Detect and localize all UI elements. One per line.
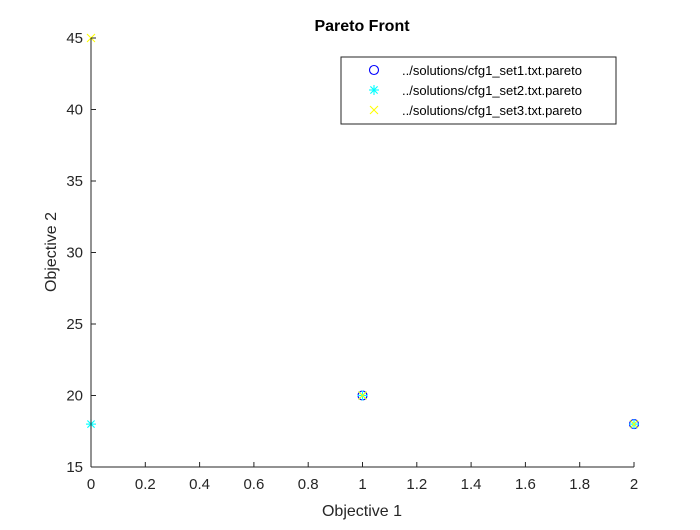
legend-marker-3 [369, 105, 379, 115]
legend-label-3: ../solutions/cfg1_set3.txt.pareto [402, 103, 582, 118]
series-3-point-3 [629, 419, 639, 429]
y-tick-label-0: 15 [66, 459, 83, 476]
legend-marker-1-shape [368, 64, 380, 76]
y-tick-label-6: 45 [66, 30, 83, 47]
y-axis-label: Objective 2 [43, 212, 60, 292]
legend-label-1: ../solutions/cfg1_set1.txt.pareto [402, 63, 582, 78]
y-tick-label-1: 20 [66, 388, 83, 405]
x-tick-label-4: 0.8 [298, 476, 319, 493]
legend-box [340, 56, 617, 125]
x-tick-label-9: 1.8 [569, 476, 590, 493]
y-tick-label-5: 40 [66, 102, 83, 119]
legend-label-2: ../solutions/cfg1_set2.txt.pareto [402, 83, 582, 98]
x-axis-label: Objective 1 [322, 503, 402, 520]
series-layer [86, 33, 640, 430]
y-tick-label-4: 35 [66, 173, 83, 190]
series-3-point-2-stroke-1 [358, 391, 367, 400]
legend-marker-3-stroke-1 [369, 105, 379, 115]
axes-layer: 0 0.2 0.4 0.6 0.8 1 1.2 1.4 1.6 1.8 2 15 20 25 30 35 40 4… [66, 30, 638, 493]
legend-marker-2-stroke-3 [370, 86, 378, 94]
y-tick-label-2: 25 [66, 316, 83, 333]
legend: ../solutions/cfg1_set1.txt.pareto ../solu… [340, 56, 617, 125]
y-tick-label-3: 30 [66, 245, 83, 262]
x-tick-label-1: 0.2 [135, 476, 156, 493]
x-tick-label-2: 0.4 [189, 476, 210, 493]
x-tick-label-8: 1.6 [515, 476, 536, 493]
x-tick-label-0: 0 [87, 476, 95, 493]
x-tick-label-3: 0.6 [243, 476, 264, 493]
chart-title: Pareto Front [314, 18, 410, 35]
legend-marker-1 [368, 64, 380, 76]
x-tick-label-10: 2 [630, 476, 638, 493]
x-tick-label-6: 1.2 [406, 476, 427, 493]
series-3-point-2 [358, 391, 367, 400]
x-tick-label-7: 1.4 [461, 476, 482, 493]
x-tick-label-5: 1 [358, 476, 366, 493]
legend-marker-2 [369, 85, 379, 95]
series-3-point-3-stroke-1 [629, 419, 639, 429]
